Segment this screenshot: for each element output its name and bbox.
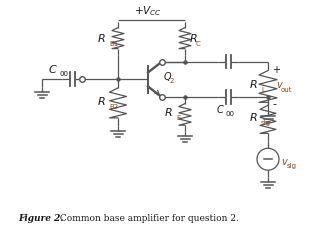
Text: R: R bbox=[165, 108, 173, 118]
Text: E: E bbox=[176, 115, 180, 121]
Text: C: C bbox=[217, 105, 223, 115]
Text: -: - bbox=[272, 99, 276, 109]
Text: C: C bbox=[48, 65, 56, 75]
Text: B2: B2 bbox=[109, 103, 118, 109]
Text: $+V_{CC}$: $+V_{CC}$ bbox=[134, 4, 162, 18]
Text: $v$: $v$ bbox=[276, 80, 284, 90]
Text: Q: Q bbox=[164, 72, 172, 82]
Text: out: out bbox=[281, 87, 292, 93]
Text: L: L bbox=[261, 87, 265, 93]
Text: C: C bbox=[196, 40, 201, 46]
Text: R: R bbox=[98, 33, 106, 43]
Text: R: R bbox=[250, 113, 258, 123]
Text: Common base amplifier for question 2.: Common base amplifier for question 2. bbox=[57, 213, 239, 222]
Text: sig: sig bbox=[261, 120, 271, 126]
Text: 2: 2 bbox=[170, 78, 174, 84]
Text: sig: sig bbox=[287, 162, 297, 168]
Text: R: R bbox=[250, 80, 258, 90]
Text: R: R bbox=[98, 97, 106, 106]
Text: $v$: $v$ bbox=[281, 157, 289, 167]
Text: B1: B1 bbox=[109, 40, 118, 46]
Text: +: + bbox=[272, 65, 280, 75]
Text: 00: 00 bbox=[226, 111, 235, 117]
Text: 00: 00 bbox=[59, 71, 68, 77]
Text: R: R bbox=[190, 33, 198, 43]
Text: Figure 2.: Figure 2. bbox=[18, 213, 63, 222]
